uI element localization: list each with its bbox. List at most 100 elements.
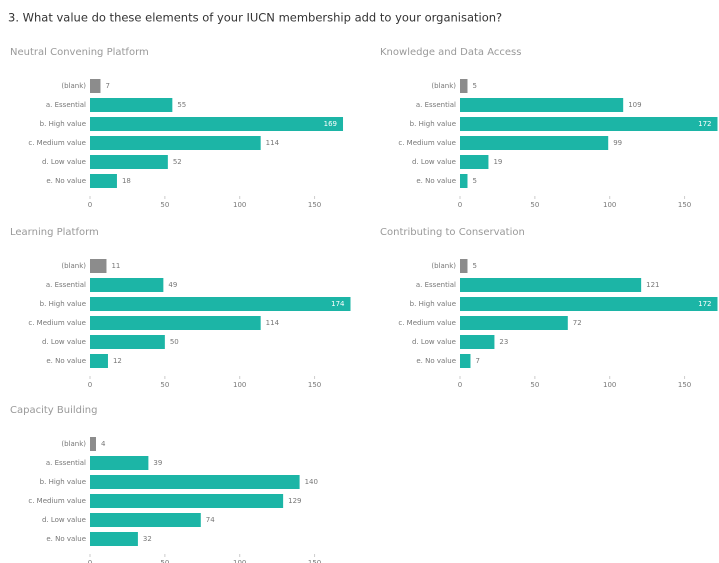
category-label: e. No value (46, 535, 86, 543)
bar (460, 297, 718, 311)
category-label: b. High value (40, 478, 86, 486)
value-label: 172 (698, 120, 711, 128)
category-label: e. No value (416, 357, 456, 365)
panel-title: Contributing to Conservation (380, 227, 525, 238)
category-label: b. High value (410, 120, 456, 128)
x-tick-label: 0 (88, 201, 92, 209)
category-label: (blank) (61, 82, 86, 90)
category-label: d. Low value (42, 338, 86, 346)
category-label: b. High value (410, 300, 456, 308)
bar (90, 259, 107, 273)
category-label: c. Medium value (28, 319, 86, 327)
bar (90, 437, 96, 451)
category-label: (blank) (431, 82, 456, 90)
category-label: a. Essential (46, 101, 86, 109)
bar (90, 174, 117, 188)
x-tick-label: 100 (233, 381, 246, 389)
bar (90, 456, 149, 470)
value-label: 129 (288, 497, 301, 505)
bar (460, 79, 468, 93)
bar (90, 136, 261, 150)
x-tick-label: 150 (308, 559, 321, 563)
bar (460, 335, 495, 349)
value-label: 39 (153, 459, 162, 467)
panel-title: Learning Platform (10, 227, 99, 238)
x-tick-label: 0 (88, 381, 92, 389)
x-tick-label: 50 (160, 201, 169, 209)
category-label: d. Low value (412, 158, 456, 166)
bar (90, 98, 173, 112)
bar (90, 354, 108, 368)
category-label: d. Low value (412, 338, 456, 346)
value-label: 172 (698, 300, 711, 308)
value-label: 23 (499, 338, 508, 346)
value-label: 19 (493, 158, 502, 166)
x-tick-label: 50 (160, 381, 169, 389)
bar (90, 155, 168, 169)
value-label: 109 (628, 101, 641, 109)
value-label: 5 (472, 262, 476, 270)
category-label: c. Medium value (28, 497, 86, 505)
category-label: c. Medium value (398, 139, 456, 147)
value-label: 114 (266, 319, 280, 327)
x-tick-label: 150 (308, 381, 321, 389)
category-label: a. Essential (416, 281, 456, 289)
category-label: e. No value (416, 177, 456, 185)
panel-title: Capacity Building (10, 405, 97, 416)
x-tick-label: 100 (603, 201, 616, 209)
value-label: 32 (143, 535, 152, 543)
value-label: 11 (111, 262, 120, 270)
value-label: 114 (266, 139, 280, 147)
bar (460, 316, 568, 330)
bar (90, 513, 201, 527)
category-label: c. Medium value (398, 319, 456, 327)
bar (460, 354, 471, 368)
category-label: (blank) (61, 262, 86, 270)
panel-title: Neutral Convening Platform (10, 47, 149, 58)
value-label: 7 (105, 82, 109, 90)
value-label: 174 (331, 300, 345, 308)
x-tick-label: 100 (603, 381, 616, 389)
bar (90, 532, 138, 546)
bar (460, 259, 468, 273)
bar (90, 335, 165, 349)
value-label: 5 (472, 177, 476, 185)
bar (90, 475, 300, 489)
value-label: 4 (101, 440, 106, 448)
value-label: 52 (173, 158, 182, 166)
category-label: (blank) (431, 262, 456, 270)
panel-title: Knowledge and Data Access (380, 47, 521, 58)
bar (460, 136, 609, 150)
category-label: e. No value (46, 357, 86, 365)
x-tick-label: 100 (233, 201, 246, 209)
bar (90, 117, 344, 131)
x-tick-label: 150 (308, 201, 321, 209)
value-label: 72 (573, 319, 582, 327)
bar (90, 297, 351, 311)
category-label: a. Essential (416, 101, 456, 109)
bar (90, 79, 101, 93)
page-title: 3. What value do these elements of your … (8, 11, 502, 25)
category-label: b. High value (40, 300, 86, 308)
category-label: d. Low value (42, 158, 86, 166)
x-tick-label: 150 (678, 201, 691, 209)
value-label: 55 (177, 101, 186, 109)
category-label: e. No value (46, 177, 86, 185)
bar (460, 98, 624, 112)
value-label: 99 (613, 139, 622, 147)
bar (460, 117, 718, 131)
bar (460, 278, 642, 292)
category-label: a. Essential (46, 281, 86, 289)
bar (460, 155, 489, 169)
category-label: b. High value (40, 120, 86, 128)
x-tick-label: 50 (160, 559, 169, 563)
value-label: 50 (170, 338, 179, 346)
category-label: (blank) (61, 440, 86, 448)
x-tick-label: 0 (458, 381, 462, 389)
value-label: 7 (475, 357, 479, 365)
x-tick-label: 150 (678, 381, 691, 389)
value-label: 18 (122, 177, 131, 185)
value-label: 49 (168, 281, 177, 289)
x-tick-label: 0 (88, 559, 92, 563)
